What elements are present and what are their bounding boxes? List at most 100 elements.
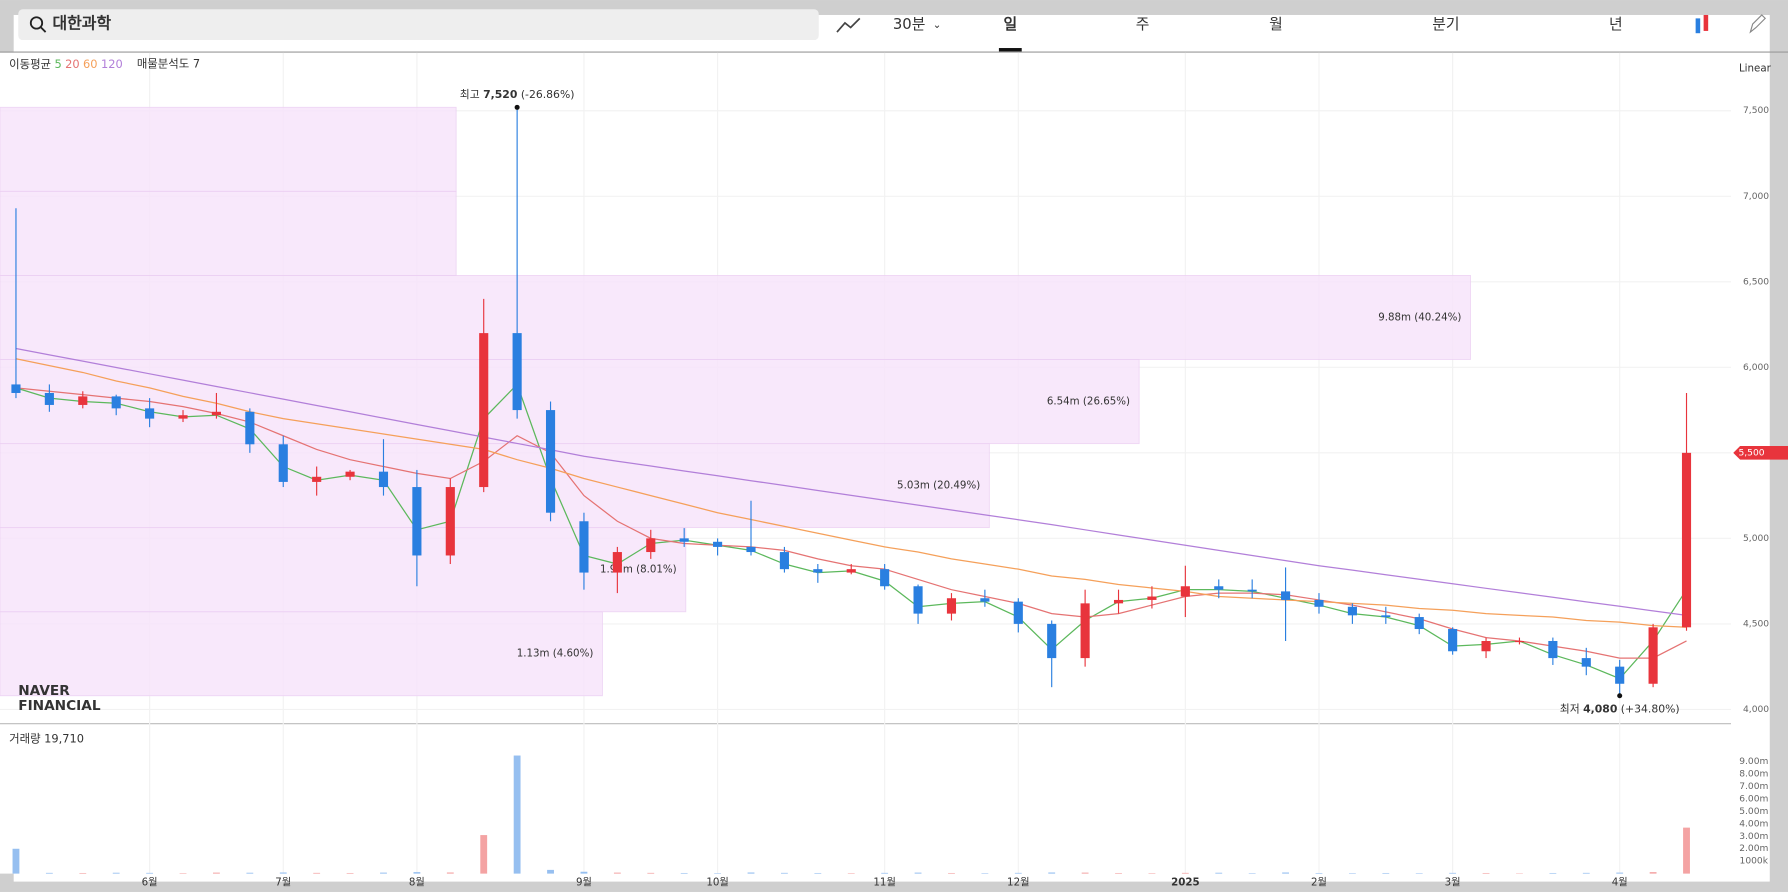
candle-body (1147, 596, 1157, 600)
x-tick-label: 11월 (873, 877, 895, 889)
x-tick-label: 6월 (142, 877, 158, 889)
ma-legend-entry: 5 (54, 56, 61, 70)
volume-bar (1014, 872, 1022, 874)
volume-tick-label: 8.00m (1739, 770, 1768, 780)
ma-names: 5 20 60 120 (54, 56, 122, 70)
volume-bar (279, 872, 287, 874)
tabs: 일 주 월 분기 년 (998, 16, 1623, 52)
search-text[interactable]: 대한과학 (52, 14, 111, 33)
candle-body (479, 333, 489, 488)
volume-tick-label: 1000k (1740, 857, 1769, 867)
candle-body (378, 471, 389, 488)
candle-body (1414, 617, 1424, 630)
volume-bar (1549, 872, 1557, 874)
candle-body (1113, 599, 1124, 604)
volume-bar (647, 872, 655, 874)
volume-bar (1115, 872, 1122, 874)
candle-body (78, 396, 88, 405)
profile-label: 9.88m (40.24%) (1378, 311, 1461, 323)
indicator-icon[interactable] (836, 17, 861, 33)
candle-body (946, 598, 957, 614)
profile-label: 5.03m (20.49%) (897, 480, 980, 492)
tab[interactable]: 년 (1609, 16, 1623, 33)
dropdown[interactable]: ⌄ (933, 19, 942, 31)
candle-body (1448, 629, 1458, 652)
candle-body (1548, 640, 1558, 659)
candle-body (111, 396, 121, 409)
tab[interactable]: 일 (1003, 16, 1017, 33)
tab-underline (998, 48, 1022, 52)
volume-bar (1282, 872, 1290, 874)
profile-band (0, 190, 457, 276)
candle-body (445, 487, 455, 556)
y-tick-label: 6,000 (1743, 363, 1769, 373)
tab[interactable]: 월 (1269, 16, 1283, 33)
ma-legend-label: 이동평균 5 20 60 120 (9, 56, 123, 70)
volume-bar (1616, 872, 1624, 874)
candle-body (44, 392, 54, 405)
search-box[interactable] (18, 9, 819, 41)
candle-body (145, 408, 155, 419)
price-tag-label: 5,500 (1738, 448, 1764, 458)
volume-bar (446, 872, 454, 874)
volume-bar (413, 872, 421, 874)
y-tick-label: 7,000 (1743, 192, 1769, 202)
volume-bar (213, 872, 220, 874)
candle-body (211, 411, 221, 416)
volume-bar (513, 755, 521, 874)
profile-label: 1.13m (4.60%) (517, 648, 594, 660)
candle-body (1180, 586, 1190, 597)
volume-bar (346, 872, 354, 874)
y-tick-label: 5,000 (1743, 534, 1769, 544)
volume-bar (1081, 872, 1089, 874)
search-icon (40, 26, 47, 33)
price-tag (1733, 446, 1788, 460)
draw-icon[interactable] (1749, 14, 1767, 34)
chart-type-icon[interactable] (1695, 18, 1701, 34)
volume-bar (814, 872, 822, 874)
volume-tick-label: 2.00m (1739, 844, 1768, 854)
volume-bar (1683, 827, 1690, 874)
x-tick-label: 7월 (275, 877, 291, 889)
interval[interactable]: 30분 (893, 16, 925, 33)
x-tick-label: 9월 (576, 877, 592, 889)
candle-body (345, 471, 355, 477)
tab[interactable]: 분기 (1432, 16, 1459, 33)
volume-bar (313, 872, 321, 874)
candle-body (1514, 640, 1525, 643)
volume-bar (1315, 872, 1323, 874)
extreme-label: 최저 4,080 (+34.80%) (1560, 702, 1680, 715)
chart-type-icon[interactable] (1703, 14, 1709, 31)
volume-bar (79, 872, 87, 874)
y-tick-label: 7,500 (1743, 106, 1769, 116)
candle-body (512, 333, 522, 411)
y-tick-label: 6,500 (1743, 277, 1769, 287)
volume-tick-label: 9.00m (1739, 757, 1768, 767)
extreme-dot (1617, 693, 1623, 699)
candle-body (178, 415, 188, 419)
volume-bar (380, 872, 387, 874)
candle-body (1047, 623, 1057, 659)
volume-bar (948, 872, 955, 874)
volume-bar (1048, 872, 1056, 874)
profile-band (0, 106, 457, 192)
candle-body (11, 384, 21, 393)
tab[interactable]: 주 (1136, 16, 1150, 33)
profile-band (0, 443, 990, 529)
extreme-label: 최고 7,520 (-26.86%) (460, 88, 575, 101)
candle-body (1581, 658, 1591, 667)
candle-body (1347, 606, 1357, 616)
ma-legend-entry: 120 (101, 56, 123, 70)
candle-body (1681, 452, 1692, 628)
candle-body (1381, 615, 1391, 618)
watermark: NAVER (18, 683, 70, 699)
profile-band (0, 527, 687, 613)
volume-tick-label: 5.00m (1739, 807, 1768, 817)
volume-bar (580, 871, 588, 874)
candle-body (412, 487, 422, 556)
scale-mode[interactable]: Linear (1739, 63, 1772, 75)
candle-body (612, 552, 622, 573)
volume-bar (1382, 872, 1390, 874)
plot: 6월 7월 8월 9월 10월 11월 12월 2025 2월 3월 4월 4,000 4,500 5,0… (0, 52, 1788, 889)
extreme-value: 7,520 (483, 88, 518, 101)
